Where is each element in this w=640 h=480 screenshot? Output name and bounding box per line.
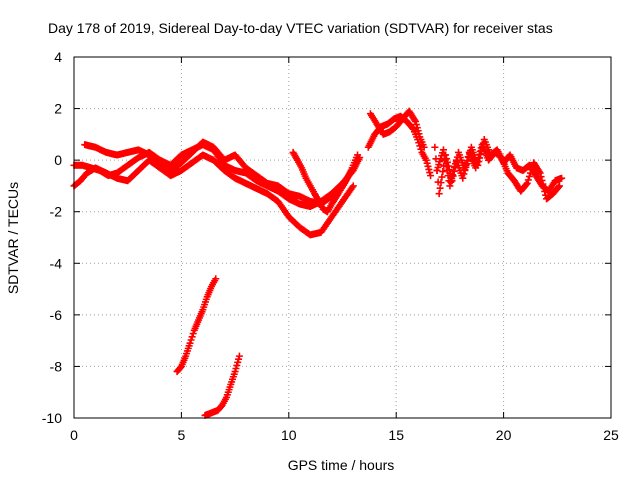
data-point [438,173,446,181]
data-point [436,184,444,192]
data-point [538,176,546,184]
data-point [555,183,563,191]
data-point [439,168,447,176]
data-point [473,161,481,169]
y-tick-label: -2 [50,204,63,220]
data-point [212,275,220,283]
x-axis-label: GPS time / hours [288,457,395,473]
data-point [526,169,534,177]
data-point [558,174,566,182]
chart-title: Day 178 of 2019, Sidereal Day-to-day VTE… [48,20,553,36]
data-point [522,180,530,188]
y-tick-label: 2 [54,101,62,117]
y-tick-label: -8 [50,358,63,374]
x-tick-label: 15 [388,427,404,443]
data-point [555,182,563,190]
x-tick-label: 10 [281,427,297,443]
data-point [447,178,455,186]
data-point [442,161,450,169]
data-point [472,164,480,172]
data-point [235,352,243,360]
y-tick-label: -6 [50,307,63,323]
series-track-9 [173,275,220,376]
data-point [189,330,197,338]
data-point [411,116,419,124]
y-tick-label: -10 [42,410,62,426]
x-tick-label: 25 [603,427,619,443]
data-point [536,169,544,177]
data-point [349,182,357,190]
data-point [443,166,451,174]
data-point [537,173,545,181]
data-point [441,156,449,164]
x-tick-label: 5 [178,427,186,443]
y-tick-label: 4 [54,49,62,65]
data-point [460,170,468,178]
data-point [524,176,532,184]
data-point [440,151,448,159]
data-point [450,167,458,175]
data-point [437,179,445,187]
data-point [449,171,457,179]
data-point [523,179,531,187]
data-point [187,336,195,344]
data-point [435,190,443,198]
series-track-6 [366,107,428,151]
data-point [427,172,435,180]
data-point [416,142,424,150]
data-point [439,146,447,154]
data-point [459,174,467,182]
data-point [461,166,469,174]
data-point [541,187,549,195]
data-point [525,172,533,180]
y-axis-label: SDTVAR / TECUs [5,182,21,294]
series-track-10 [201,352,243,419]
series-track-4 [289,148,362,216]
grid-layer [74,57,611,418]
data-point [474,154,482,162]
plot-frame [73,56,612,419]
data-point [354,151,362,159]
x-tick-label: 20 [496,427,512,443]
y-tick-label: 0 [54,152,62,168]
series-track-8 [433,141,563,203]
data-point [186,339,194,347]
data-point [474,157,482,165]
data-point [535,168,543,176]
data-point [539,180,547,188]
data-point [448,175,456,183]
data-point [462,161,470,169]
data-point [446,182,454,190]
data-point [188,333,196,341]
data-point [528,166,536,174]
ticks-layer: 0 5 10 15 20 25 -10 -8 -6 -4 -2 0 2 4 [42,49,619,443]
data-point [540,184,548,192]
y-tick-label: -4 [50,255,63,271]
data-point [431,143,439,151]
data-point [475,151,483,159]
data-point [420,143,428,151]
x-tick-label: 0 [70,427,78,443]
marks-layer [70,107,566,419]
